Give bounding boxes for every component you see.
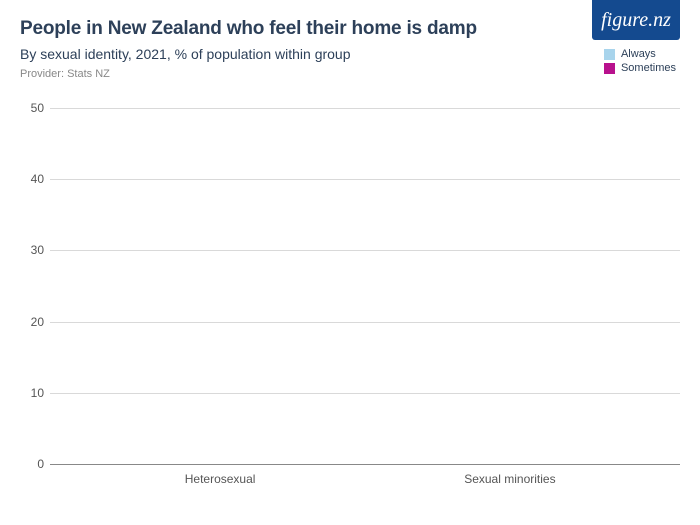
legend: Always Sometimes [604,48,676,76]
figure-nz-logo: figure.nz [592,0,680,40]
legend-label: Sometimes [621,62,676,74]
grid-line [50,322,680,323]
y-tick-label: 20 [20,315,44,329]
legend-label: Always [621,48,656,60]
y-tick-label: 0 [20,457,44,471]
y-tick-label: 50 [20,101,44,115]
grid-line [50,108,680,109]
chart-provider: Provider: Stats NZ [20,68,680,80]
x-tick-label: Sexual minorities [464,472,555,486]
legend-item: Always [604,48,676,60]
legend-swatch [604,49,615,60]
grid-line [50,393,680,394]
legend-swatch [604,63,615,74]
chart-subtitle: By sexual identity, 2021, % of populatio… [20,46,680,62]
y-tick-label: 40 [20,172,44,186]
chart-area: 01020304050HeterosexualSexual minorities [20,108,680,485]
x-tick-label: Heterosexual [185,472,256,486]
legend-item: Sometimes [604,62,676,74]
plot-area: 01020304050HeterosexualSexual minorities [50,108,680,465]
grid-line [50,179,680,180]
y-tick-label: 10 [20,386,44,400]
chart-title: People in New Zealand who feel their hom… [20,18,680,40]
grid-line [50,250,680,251]
y-tick-label: 30 [20,243,44,257]
